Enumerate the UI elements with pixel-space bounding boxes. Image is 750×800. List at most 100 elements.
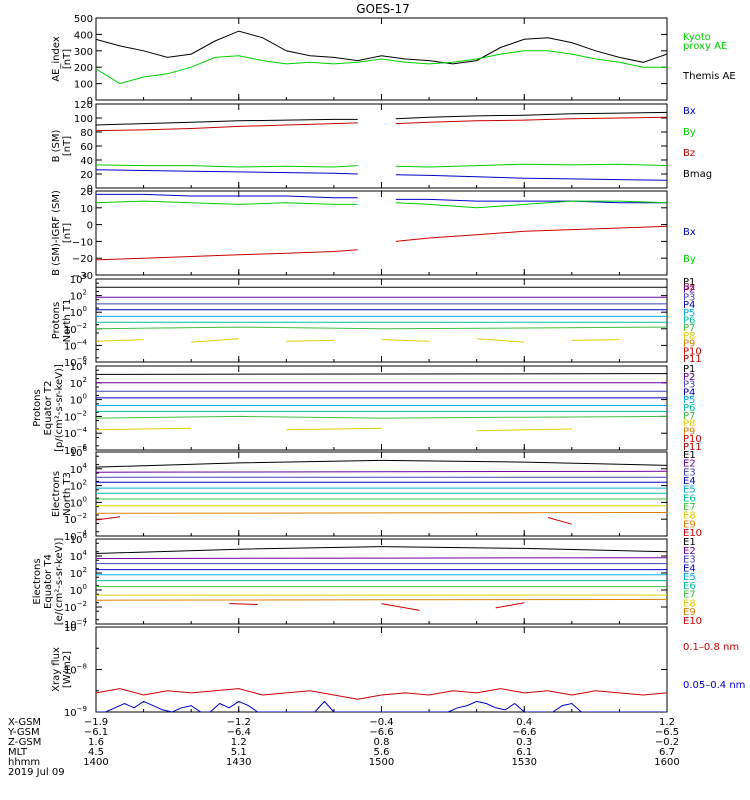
legend-entry: P6: [683, 403, 695, 414]
y-axis-label: [nT]: [62, 223, 73, 243]
series-line-kyoto-proxy-ae: [96, 50, 667, 85]
legend: Bx By Bz: [683, 227, 696, 293]
y-tick-label: −30: [72, 271, 93, 282]
panel-frame: [95, 365, 668, 451]
legend-entry: proxy AE: [683, 41, 727, 52]
series-group: [96, 546, 667, 611]
y-tick-label: 100: [70, 583, 87, 597]
ephemeris-value: 1400: [83, 757, 108, 768]
ephemeris-value: 6.1: [516, 747, 532, 758]
legend-entry: E4: [683, 563, 696, 574]
y-tick-label: 20: [80, 170, 93, 181]
y-tick-label: 10−2: [64, 409, 87, 423]
panel-3: −30 −20 −10 0 10 20 B (SM)-IGRF (SM) [nT] Bx By Bz: [51, 187, 696, 293]
y-axis-label: B (SM): [51, 129, 62, 162]
ephemeris-label: Y-GSM: [7, 727, 40, 738]
ephemeris-value: −1.9: [84, 717, 108, 728]
series-line-e10: [381, 603, 420, 611]
legend-entry: Bx: [683, 106, 696, 117]
legend-entry: P5: [683, 395, 695, 406]
legend-entry: E1: [683, 537, 696, 548]
y-tick-label: 104: [70, 549, 88, 563]
legend-entry: Bz: [683, 282, 695, 293]
y-tick-label: 200: [74, 63, 93, 74]
y-tick-label: −10: [72, 237, 93, 248]
series-line-e9: [96, 512, 667, 514]
series-line-by: [395, 200, 667, 209]
series-line-p8: [571, 339, 620, 341]
series-line-bz: [96, 122, 358, 132]
series-line-bz: [96, 249, 358, 261]
ephemeris-value: −0.4: [369, 717, 393, 728]
y-tick-label: 102: [70, 376, 87, 390]
series-line-p8: [381, 339, 430, 342]
legend-entry: P9: [683, 426, 695, 437]
ephemeris-value: 1530: [512, 757, 537, 768]
ephemeris-value: 6.7: [659, 747, 675, 758]
date-label: 2019 Jul 09: [8, 767, 65, 778]
legend-entry: E9: [683, 519, 696, 530]
ephemeris-value: 1500: [369, 757, 394, 768]
y-axis-label: Xray flux: [51, 647, 62, 692]
series-line-e9: [96, 598, 667, 601]
y-tick-label: 0: [87, 221, 93, 232]
y-axis-label: Electrons: [51, 471, 62, 517]
legend-entry: E10: [683, 528, 702, 539]
y-tick-label: 100: [74, 80, 93, 91]
series-line-e10: [229, 603, 258, 605]
y-axis-label: Electrons: [32, 558, 43, 604]
y-axis-label: [W/m2]: [62, 651, 73, 688]
legend-entry: P6: [683, 316, 695, 327]
y-axis-label: [nT]: [62, 49, 73, 69]
ephemeris-value: −6.6: [369, 727, 393, 738]
y-tick-label: 10: [80, 204, 93, 215]
ephemeris-value: 1.2: [659, 717, 675, 728]
legend-entry: 0.05–0.4 nm: [683, 680, 745, 691]
series-line-bx: [96, 193, 358, 199]
legend-entry: By: [683, 254, 696, 265]
legend-entry: E8: [683, 598, 696, 609]
series-line-p8: [96, 427, 192, 431]
y-tick-label: 104: [70, 359, 88, 373]
series-line-e10: [547, 517, 572, 525]
legend-entry: P11: [683, 354, 702, 365]
y-tick-label: 100: [74, 114, 93, 125]
legend-entry: Bx: [683, 227, 696, 238]
y-axis-label: North T3: [62, 472, 73, 516]
legend-entry: P8: [683, 331, 695, 342]
legend: 0.1–0.8 nm 0.05–0.4 nm: [683, 642, 745, 691]
ephemeris-value: −6.1: [84, 727, 108, 738]
legend-entry: Kyoto: [683, 32, 711, 43]
series-line-by: [96, 164, 358, 168]
series-line-e2: [96, 557, 667, 559]
legend-entry: P2: [683, 285, 695, 296]
ephemeris-value: 0.4: [516, 717, 532, 728]
series-line-bx: [96, 169, 358, 175]
legend-entry: P9: [683, 339, 695, 350]
ephemeris-value: −0.2: [655, 737, 679, 748]
series-line-bmag: [395, 111, 667, 120]
panel-frame: [95, 278, 668, 363]
legend-entry: E4: [683, 476, 696, 487]
y-tick-label: 106: [70, 445, 88, 459]
legend-entry: P1: [683, 364, 695, 375]
panel-frame: [95, 626, 668, 713]
series-line-e10: [495, 602, 525, 609]
legend-entry: E6: [683, 581, 696, 592]
series-line-e1: [96, 459, 667, 468]
y-tick-label: 40: [80, 156, 93, 167]
y-tick-label: 104: [70, 272, 88, 286]
legend-entry: Themis AE: [682, 71, 736, 82]
series-line-p8: [191, 338, 239, 343]
series-line-p8: [476, 338, 525, 343]
series-line-p1: [96, 373, 667, 375]
legend-entry: E6: [683, 493, 696, 504]
series-line-bmag: [96, 118, 358, 126]
figure-title: GOES-17: [356, 2, 410, 16]
